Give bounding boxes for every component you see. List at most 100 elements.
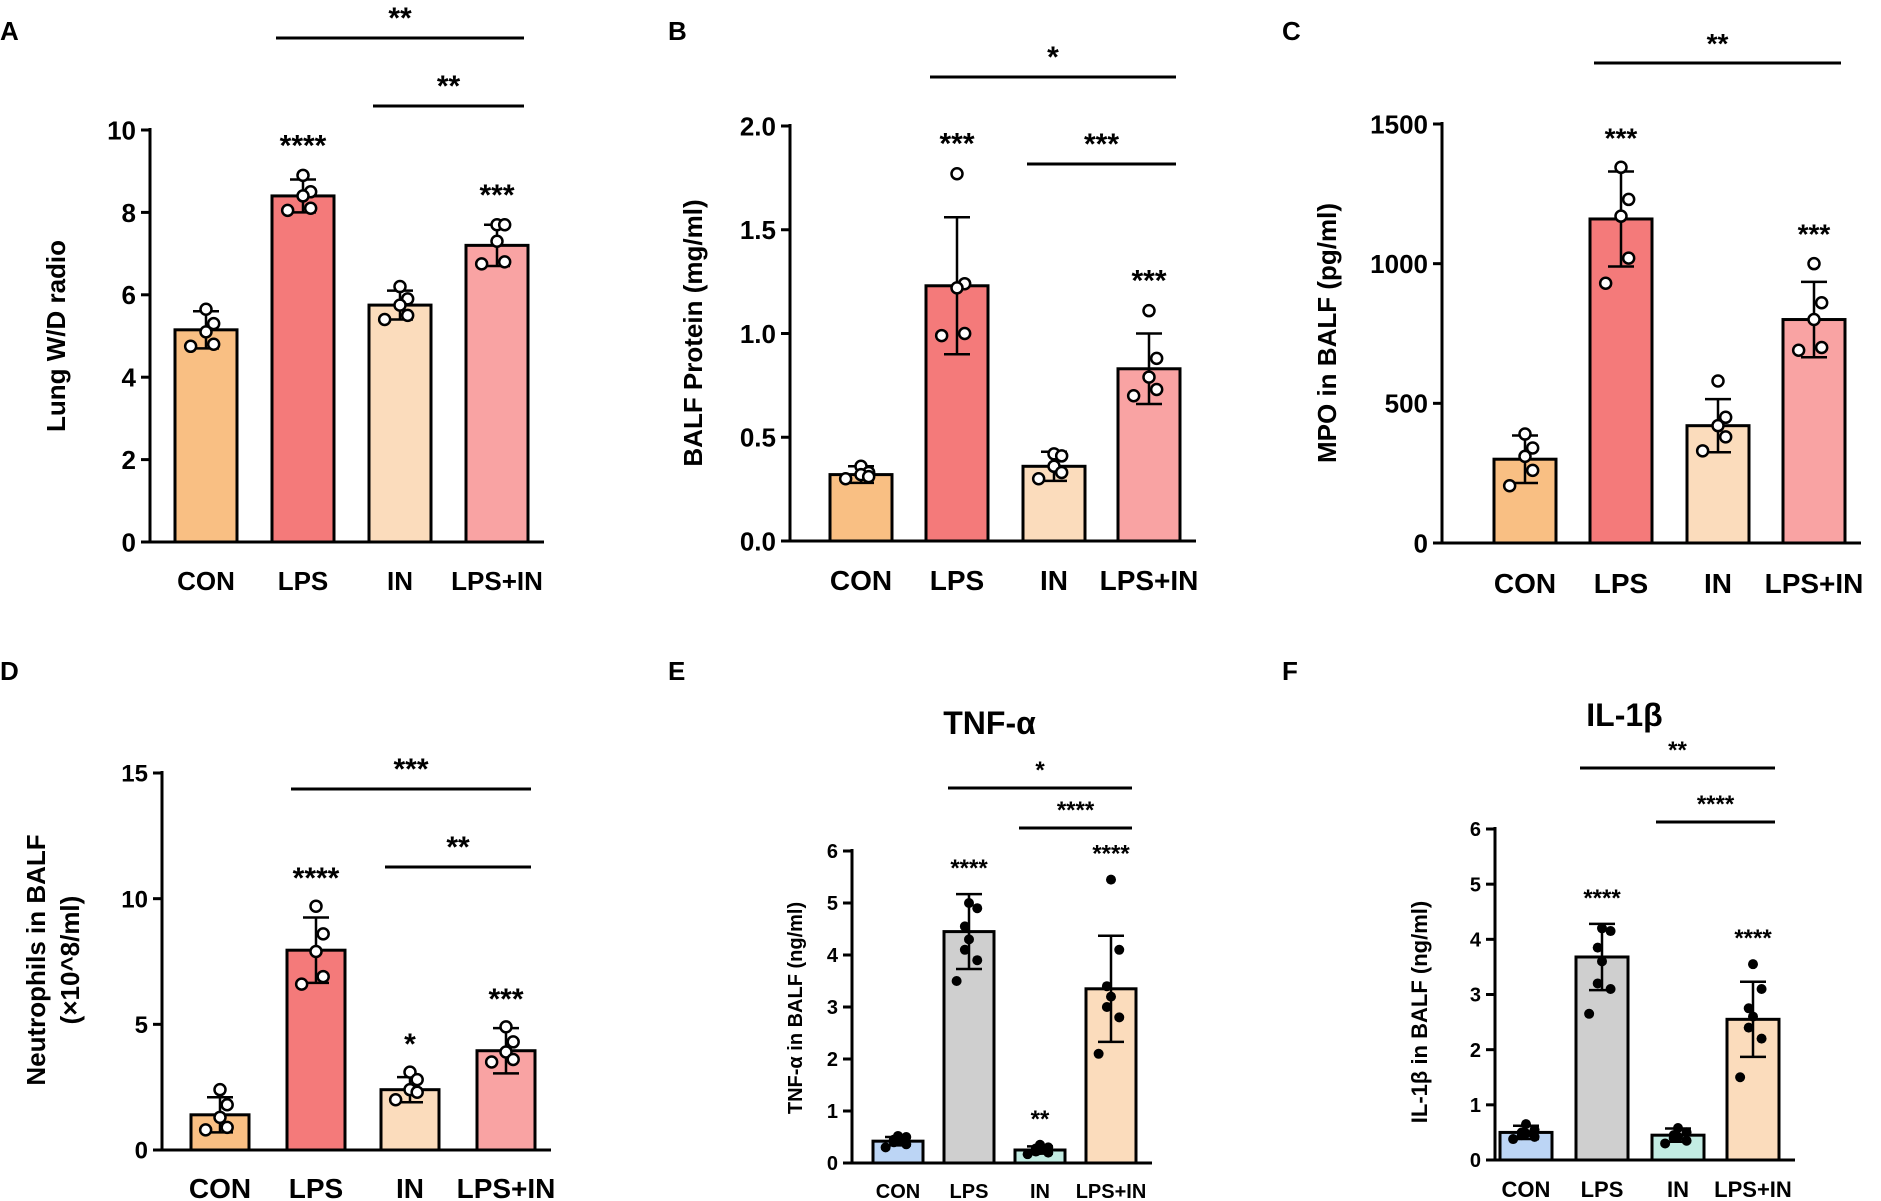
- x-tick-label: IN: [1040, 565, 1068, 596]
- y-tick-label: 1: [827, 1101, 838, 1123]
- y-tick-label: 2: [827, 1049, 838, 1071]
- panel-d: D 0 5 10 15 Neutrophils in BALF (×10^8/ml) CON L…: [0, 656, 555, 1201]
- significance-label: ***: [479, 179, 514, 212]
- data-point: [199, 302, 213, 316]
- data-point: [484, 1055, 499, 1069]
- significance-bracket-label: **: [1707, 28, 1729, 59]
- y-tick-label: 6: [122, 280, 136, 310]
- data-point: [1030, 1146, 1041, 1157]
- significance-label: ***: [939, 128, 974, 161]
- data-point: [497, 218, 512, 232]
- panel-b: B 0.0 0.5 1.0 1.5 2.0 BALF Protein (mg/ml) CON L…: [668, 16, 1198, 596]
- data-point: [499, 1020, 513, 1034]
- y-tick-label: 15: [121, 761, 148, 788]
- y-tick-label: 2.0: [740, 111, 776, 141]
- data-point: [934, 328, 949, 343]
- data-point: [972, 903, 983, 914]
- data-point: [1502, 478, 1517, 493]
- bar: [367, 303, 433, 544]
- data-point: [213, 1082, 227, 1097]
- y-tick-label: 6: [827, 841, 838, 863]
- data-point: [1093, 1048, 1104, 1059]
- x-tick-label: CON: [177, 566, 235, 596]
- y-tick-label: 1.5: [740, 215, 776, 245]
- y-tick-label: 1500: [1370, 109, 1428, 139]
- data-point: [1518, 427, 1532, 441]
- data-point: [1791, 343, 1806, 358]
- x-tick-label: CON: [189, 1173, 251, 1201]
- panel-c: C 0 500 1000 1500 MPO in BALF (pg/ml) CON LPS **…: [1282, 16, 1863, 599]
- y-axis-label: BALF Protein (mg/ml): [678, 199, 708, 466]
- data-point: [950, 166, 964, 181]
- y-tick-label: 5: [827, 893, 838, 915]
- significance-bracket-label: **: [1668, 737, 1687, 764]
- data-point: [198, 1123, 213, 1137]
- data-point: [1756, 1033, 1767, 1044]
- y-tick-label: 10: [107, 115, 136, 145]
- data-point: [1621, 192, 1636, 207]
- x-tick-label: LPS+IN: [1765, 568, 1864, 599]
- chart-title: IL-1β: [1586, 697, 1662, 733]
- bar: [1588, 217, 1654, 545]
- x-tick-label: CON: [1494, 568, 1556, 599]
- data-point: [410, 1085, 424, 1099]
- x-tick-label: LPS: [930, 565, 984, 596]
- data-point: [1525, 463, 1540, 478]
- significance-label: ****: [1583, 885, 1621, 912]
- y-tick-label: 0.5: [740, 423, 776, 453]
- data-point: [1807, 256, 1821, 271]
- x-tick-label: LPS+IN: [1076, 1181, 1147, 1201]
- x-tick-label: IN: [1704, 568, 1732, 599]
- data-point: [506, 1035, 520, 1049]
- y-tick-label: 4: [122, 363, 137, 393]
- x-tick-label: LPS+IN: [451, 566, 543, 596]
- data-point: [1597, 956, 1607, 967]
- data-point: [1814, 296, 1829, 310]
- data-point: [1621, 251, 1636, 265]
- y-tick-label: 0.0: [740, 526, 776, 556]
- data-point: [296, 189, 310, 203]
- data-point: [309, 899, 323, 913]
- data-point: [206, 316, 221, 331]
- data-point: [316, 969, 330, 984]
- y-tick-label: 0: [135, 1138, 148, 1165]
- bar: [828, 473, 894, 543]
- data-point: [1114, 1012, 1125, 1023]
- y-tick-label: 0: [1414, 528, 1428, 558]
- data-point: [1054, 465, 1069, 480]
- significance-label: ***: [1798, 219, 1831, 250]
- data-point: [1614, 160, 1628, 175]
- panel-letter: B: [668, 16, 687, 46]
- significance-label: ****: [1734, 925, 1772, 952]
- data-point: [1718, 430, 1733, 444]
- significance-label: ****: [950, 855, 988, 882]
- data-point: [1521, 1119, 1531, 1130]
- data-point: [1106, 991, 1116, 1002]
- data-point: [1518, 449, 1532, 464]
- data-point: [1605, 983, 1616, 994]
- data-point: [1814, 340, 1829, 355]
- data-point: [1743, 1003, 1754, 1014]
- y-tick-label: 0: [122, 527, 136, 557]
- significance-bracket-label: ***: [393, 753, 428, 786]
- significance-label: **: [1031, 1106, 1050, 1133]
- data-point: [393, 298, 407, 312]
- data-point: [972, 955, 983, 966]
- significance-bracket-label: ****: [1697, 791, 1735, 818]
- x-tick-label: CON: [830, 565, 892, 596]
- y-tick-label: 8: [122, 198, 136, 228]
- data-point: [294, 977, 309, 991]
- data-point: [959, 944, 970, 955]
- x-tick-label: LPS: [1594, 568, 1648, 599]
- y-tick-label: 500: [1385, 389, 1428, 419]
- data-point: [1101, 981, 1112, 992]
- data-point: [377, 312, 392, 327]
- data-point: [1584, 1008, 1595, 1019]
- significance-bracket-label: **: [446, 831, 470, 864]
- data-point: [206, 337, 221, 351]
- x-tick-label: LPS: [1581, 1177, 1624, 1201]
- y-tick-label: 4: [827, 945, 839, 967]
- data-point: [1592, 978, 1603, 989]
- significance-label: ****: [1092, 841, 1130, 868]
- data-point: [1718, 410, 1733, 425]
